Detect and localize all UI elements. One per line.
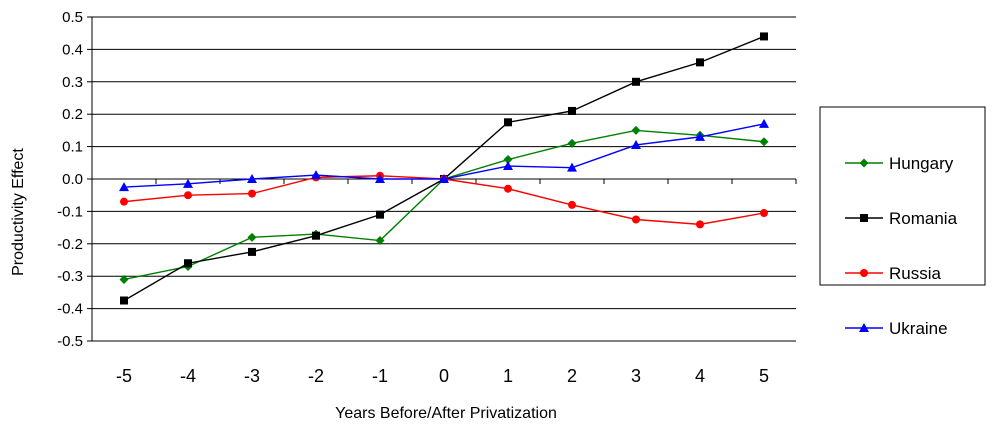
data-point-romania — [696, 58, 704, 67]
legend-marker-romania — [860, 214, 868, 222]
legend-marker-russia — [860, 269, 868, 277]
series-hungary — [119, 125, 769, 284]
data-point-russia — [696, 220, 704, 229]
data-point-russia — [568, 200, 576, 209]
data-point-hungary — [247, 232, 257, 242]
y-tick-labels: 0.5 0.4 0.3 0.2 0.1 0.0 -0.1 -0.2 -0.3 -0.4 -0.5 — [57, 9, 83, 350]
data-point-ukraine — [375, 174, 385, 183]
data-point-hungary — [375, 236, 385, 246]
data-point-romania — [504, 118, 512, 127]
y-tick-label: -0.4 — [57, 301, 83, 318]
y-tick-label: 0.4 — [62, 41, 83, 58]
series-lines — [119, 32, 769, 305]
data-point-romania — [248, 247, 256, 256]
gridlines — [92, 16, 796, 342]
data-point-hungary — [503, 155, 513, 165]
data-point-romania — [184, 259, 192, 268]
data-point-hungary — [631, 125, 641, 135]
data-point-russia — [120, 197, 128, 206]
line-romania — [123, 35, 765, 302]
y-tick-label: -0.2 — [57, 236, 83, 253]
y-tick-label: -0.1 — [57, 203, 83, 220]
y-tick-label: 0.5 — [62, 9, 83, 26]
data-point-ukraine — [567, 162, 577, 172]
y-tick-label: 0.0 — [62, 171, 83, 188]
data-point-romania — [568, 106, 576, 115]
legend-item-ukraine: Ukraine — [845, 319, 948, 338]
data-point-ukraine — [503, 161, 513, 171]
data-point-russia — [632, 215, 640, 224]
data-point-romania — [632, 77, 640, 86]
data-point-ukraine — [631, 139, 641, 149]
legend-marker-ukraine — [859, 323, 869, 332]
y-tick-label: -0.3 — [57, 268, 83, 285]
data-point-ukraine — [759, 118, 769, 128]
data-point-russia — [760, 209, 768, 218]
x-tick-label: -1 — [372, 366, 388, 386]
x-tick-label: -3 — [244, 366, 260, 386]
legend-item-hungary: Hungary — [845, 154, 954, 173]
x-tick-label: 4 — [695, 366, 705, 386]
data-point-ukraine — [183, 178, 193, 188]
data-point-hungary — [119, 274, 129, 284]
data-point-ukraine — [695, 131, 705, 141]
data-point-romania — [376, 210, 384, 219]
data-point-romania — [312, 231, 320, 240]
data-point-russia — [184, 191, 192, 200]
x-tick-label: 2 — [567, 366, 577, 386]
x-tick-labels: -5 -4 -3 -2 -1 0 1 2 3 4 5 — [116, 366, 769, 386]
legend-item-romania: Romania — [845, 209, 958, 228]
data-point-russia — [504, 184, 512, 193]
legend-label-russia: Russia — [889, 264, 942, 283]
y-tick-label: 0.3 — [62, 74, 83, 91]
data-point-ukraine — [439, 174, 449, 183]
x-tick-label: 5 — [759, 366, 769, 386]
y-axis-label: Productivity Effect — [10, 148, 27, 276]
data-point-russia — [248, 189, 256, 198]
x-tick-label: 1 — [503, 366, 513, 386]
series-romania — [120, 32, 768, 305]
legend-label-romania: Romania — [889, 209, 958, 228]
data-point-hungary — [759, 137, 769, 147]
data-point-ukraine — [119, 182, 129, 192]
legend-item-russia: Russia — [845, 264, 942, 283]
y-tick-label: 0.1 — [62, 139, 83, 156]
x-axis-label: Years Before/After Privatization — [335, 405, 557, 422]
data-point-hungary — [567, 138, 577, 148]
legend-label-hungary: Hungary — [889, 154, 954, 173]
legend: Hungary Romania Russia Ukraine — [819, 106, 986, 338]
data-point-ukraine — [311, 170, 321, 180]
data-point-ukraine — [247, 174, 257, 183]
x-tick-label: 3 — [631, 366, 641, 386]
legend-marker-hungary — [859, 158, 869, 168]
x-tick-label: -5 — [116, 366, 132, 386]
series-ukraine — [119, 118, 769, 192]
x-tick-label: -4 — [180, 366, 196, 386]
x-tick-label: 0 — [439, 366, 449, 386]
y-tick-label: -0.5 — [57, 333, 83, 350]
legend-box — [819, 106, 986, 286]
y-tick-label: 0.2 — [62, 106, 83, 123]
data-point-romania — [120, 296, 128, 305]
legend-label-ukraine: Ukraine — [889, 319, 948, 338]
data-point-romania — [760, 32, 768, 41]
x-tick-label: -2 — [308, 366, 324, 386]
